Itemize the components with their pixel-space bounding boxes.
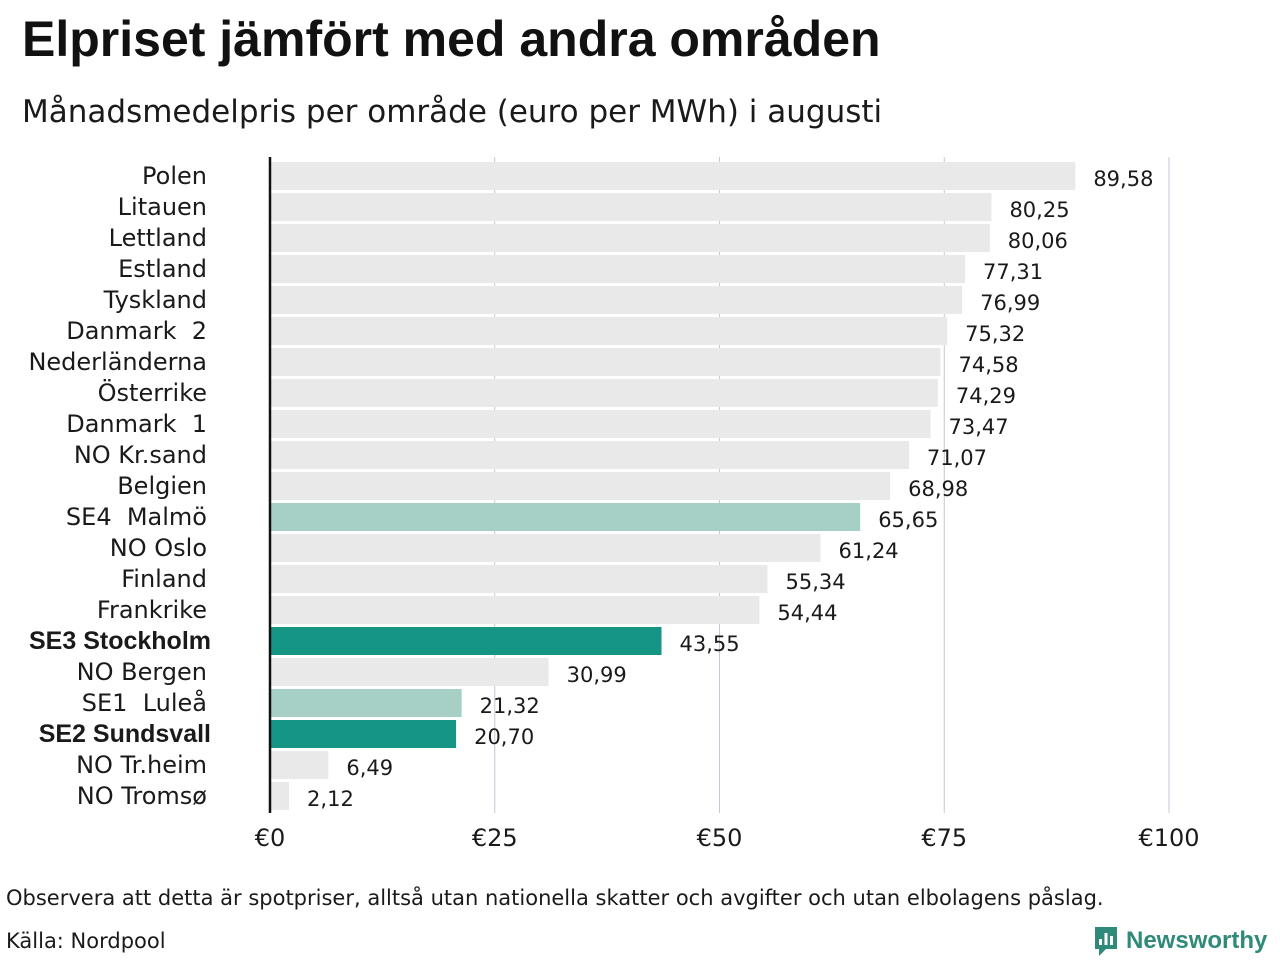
bar-chart: €0 €25 €50 €75 €100 Polen 89,58 Litauen 80,25 Let… (28, 157, 1200, 852)
x-tick-label: €50 (697, 824, 743, 852)
value-label: 77,31 (983, 260, 1043, 284)
newsworthy-logo-icon (1095, 927, 1117, 956)
bar (270, 565, 768, 593)
value-label: 30,99 (567, 663, 627, 687)
value-label: 74,58 (958, 353, 1018, 377)
value-label: 2,12 (307, 787, 354, 811)
bar (270, 534, 821, 562)
bar (270, 689, 462, 717)
category-label: Danmark 2 (66, 317, 207, 345)
bar (270, 162, 1076, 190)
bar (270, 441, 909, 469)
category-label: Estland (118, 255, 207, 283)
category-label: Finland (121, 565, 207, 593)
category-label: Österrike (98, 378, 207, 407)
value-label: 73,47 (948, 415, 1008, 439)
x-tick-label: €75 (921, 824, 967, 852)
value-label: 21,32 (480, 694, 540, 718)
value-label: 54,44 (777, 601, 837, 625)
category-label: Lettland (109, 224, 207, 252)
bar (270, 751, 329, 779)
category-label: SE2 Sundsvall (39, 720, 211, 748)
category-label: Danmark 1 (66, 410, 207, 438)
brand-name: Newsworthy (1126, 927, 1268, 954)
value-label: 6,49 (346, 756, 393, 780)
category-label: NO Tromsø (77, 782, 207, 810)
value-label: 65,65 (878, 508, 938, 532)
bar (270, 658, 549, 686)
bar (270, 410, 931, 438)
value-label: 80,25 (1009, 198, 1069, 222)
bar (270, 596, 760, 624)
x-tick-label: €25 (472, 824, 518, 852)
x-tick-label: €100 (1138, 824, 1199, 852)
bar (270, 224, 990, 252)
bar (270, 627, 662, 655)
category-label: Frankrike (97, 596, 207, 624)
value-label: 89,58 (1093, 167, 1153, 191)
category-label: SE4 Malmö (66, 503, 207, 531)
category-label: SE1 Luleå (82, 688, 207, 717)
category-label: Tyskland (103, 286, 207, 314)
bar (270, 286, 963, 314)
footnote: Observera att detta är spotpriser, allts… (6, 886, 1104, 910)
bar (270, 255, 966, 283)
newsworthy-brand: Newsworthy (1092, 924, 1267, 958)
category-label: Belgien (117, 472, 207, 500)
source-label: Källa: Nordpool (6, 929, 166, 953)
category-label: Polen (142, 162, 207, 190)
bar (270, 472, 891, 500)
bar (270, 348, 941, 376)
value-label: 76,99 (980, 291, 1040, 315)
value-label: 43,55 (680, 632, 740, 656)
chart-title: Elpriset jämfört med andra områden (22, 11, 881, 67)
bar (270, 782, 290, 810)
x-tick-label: €0 (255, 824, 286, 852)
value-label: 75,32 (965, 322, 1025, 346)
category-label: NO Bergen (77, 658, 207, 686)
bar (270, 379, 938, 407)
category-label: Litauen (118, 193, 207, 221)
category-label: NO Kr.sand (74, 441, 207, 469)
category-label: SE3 Stockholm (29, 627, 211, 655)
category-label: Nederländerna (28, 348, 207, 376)
category-label: NO Tr.heim (76, 751, 207, 779)
value-label: 20,70 (474, 725, 534, 749)
bar (270, 193, 992, 221)
bar (270, 503, 861, 531)
value-label: 55,34 (786, 570, 846, 594)
value-label: 80,06 (1008, 229, 1068, 253)
value-label: 68,98 (908, 477, 968, 501)
bar (270, 720, 457, 748)
value-label: 71,07 (927, 446, 987, 470)
value-label: 61,24 (839, 539, 899, 563)
value-label: 74,29 (956, 384, 1016, 408)
category-label: NO Oslo (110, 534, 207, 562)
bar (270, 317, 948, 345)
chart-subtitle: Månadsmedelpris per område (euro per MWh… (22, 94, 883, 130)
